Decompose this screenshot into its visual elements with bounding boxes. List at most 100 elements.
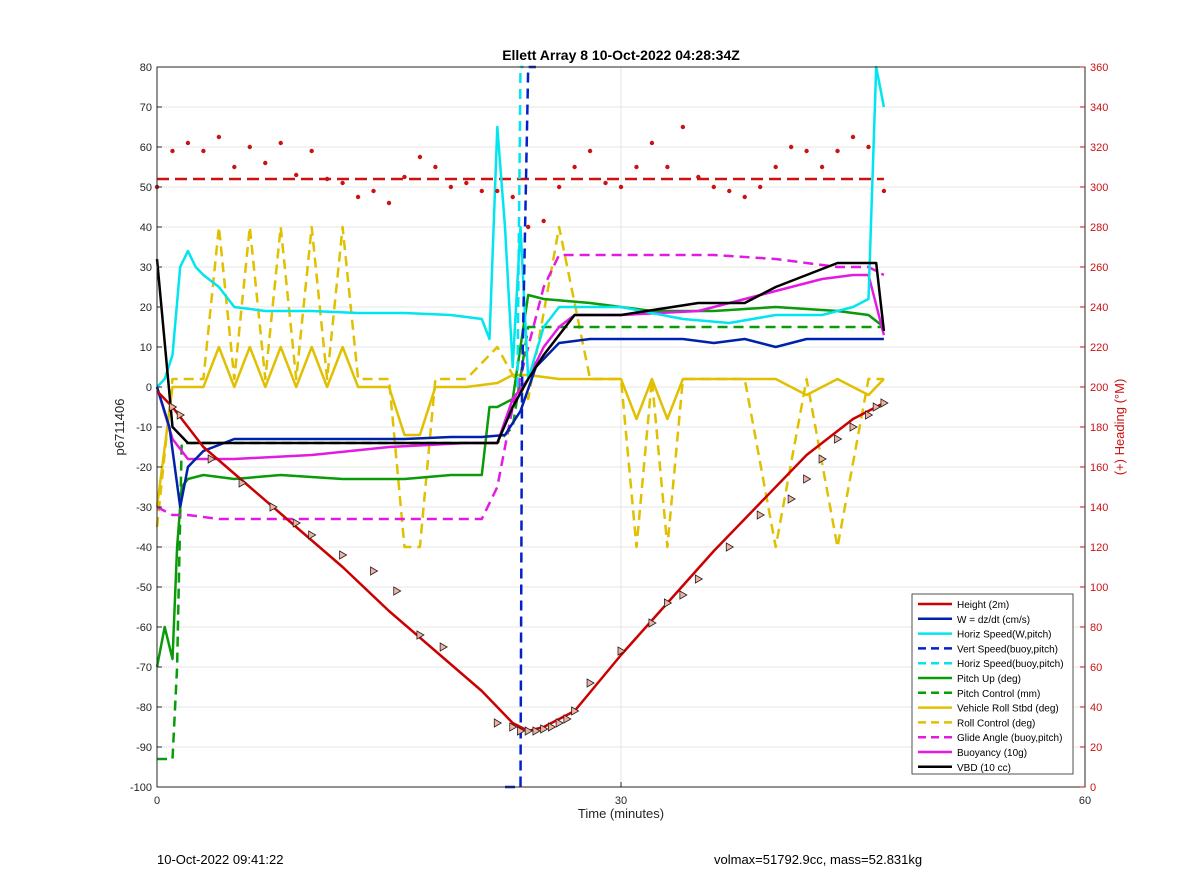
height-marker (393, 586, 402, 596)
height-marker (548, 722, 557, 732)
series-line-8 (155, 225, 884, 549)
heading-point (541, 218, 546, 224)
height-marker (834, 434, 843, 444)
legend-box (911, 593, 1074, 775)
heading-point (649, 140, 655, 146)
y2-tick-label: 20 (1090, 742, 1102, 754)
y2-tick-label: 60 (1090, 662, 1102, 674)
legend-label: Height (2m) (957, 600, 1009, 611)
heading-point (788, 144, 794, 150)
heading-point (247, 144, 252, 150)
height-marker (865, 410, 874, 420)
heading-point (603, 180, 608, 186)
y2-axis-label: (+) Heading (°M) (1112, 379, 1127, 476)
height-marker (269, 502, 278, 512)
y2-tick-label: 280 (1090, 222, 1108, 234)
heading-point (402, 174, 407, 180)
heading-point (464, 180, 469, 186)
series-line-0 (156, 390, 885, 733)
heading-point (881, 188, 887, 194)
axes: 80706050403020100-10-20-30-40-50-60-70-8… (130, 62, 1108, 807)
y-tick-label: 30 (140, 262, 152, 274)
heading-point (850, 134, 856, 140)
footer-volmax-mass: volmax=51792.9cc, mass=52.831kg (714, 852, 923, 867)
height-marker (176, 410, 186, 420)
height-marker (880, 398, 889, 408)
series-line-10 (155, 273, 886, 461)
height-marker (563, 714, 572, 724)
y-tick-label: -70 (136, 662, 152, 674)
y2-tick-label: 360 (1090, 62, 1108, 74)
y2-tick-label: 80 (1090, 622, 1102, 634)
heading-point (340, 180, 345, 186)
legend-label: Horiz Speed(buoy,pitch) (957, 659, 1064, 670)
height-marker (238, 478, 247, 488)
heading-point (324, 176, 330, 182)
footer-timestamp: 10-Oct-2022 09:41:22 (157, 852, 284, 867)
height-marker (292, 518, 302, 528)
heading-point (819, 164, 825, 170)
heading-point (587, 148, 593, 154)
y-tick-label: -50 (136, 582, 152, 594)
y-tick-label: 50 (140, 182, 152, 194)
heading-point (216, 134, 222, 140)
heading-point (866, 144, 871, 150)
legend-label: Vehicle Roll Stbd (deg) (957, 704, 1059, 715)
heading-point (386, 200, 392, 206)
y-tick-label: -60 (136, 622, 152, 634)
heading-point (355, 194, 361, 200)
x-axis-label: Time (minutes) (578, 806, 664, 821)
legend-label: Horiz Speed(W,pitch) (957, 630, 1051, 641)
y-tick-label: 60 (140, 142, 152, 154)
heading-point (758, 184, 763, 190)
height-marker (169, 402, 178, 412)
heading-point (680, 124, 686, 130)
height-marker (370, 566, 379, 576)
y2-tick-label: 320 (1090, 142, 1108, 154)
height-marker (555, 718, 564, 728)
height-marker (509, 722, 518, 732)
heading-point (185, 140, 191, 146)
legend: Height (2m) W = dz/dt (cm/s) Horiz Speed(W… (911, 593, 1074, 775)
y2-tick-label: 160 (1090, 462, 1108, 474)
heading-point (417, 154, 423, 160)
height-marker (818, 454, 827, 464)
heading-point (556, 184, 562, 190)
height-marker (532, 726, 541, 736)
y2-tick-label: 200 (1090, 382, 1108, 394)
heading-point (170, 148, 175, 154)
y-tick-label: 0 (146, 382, 152, 394)
y2-tick-label: 180 (1090, 422, 1108, 434)
y-tick-label: -80 (136, 702, 152, 714)
heading-point (263, 160, 268, 166)
y-tick-label: -20 (136, 462, 152, 474)
legend-label: Vert Speed(buoy,pitch) (957, 644, 1058, 655)
height-marker (416, 630, 425, 640)
heading-point (696, 174, 701, 180)
legend-label: W = dz/dt (cm/s) (957, 615, 1030, 626)
y2-tick-label: 340 (1090, 102, 1108, 114)
heading-point (232, 164, 237, 170)
legend-label: Glide Angle (buoy,pitch) (957, 733, 1062, 744)
height-marker (787, 494, 796, 504)
legend-label: Buoyancy (10g) (957, 748, 1027, 759)
height-marker (517, 726, 526, 736)
heading-point (448, 184, 454, 190)
y-tick-label: 70 (140, 102, 152, 114)
heading-point (804, 148, 809, 154)
series-line-1 (155, 337, 884, 509)
height-marker (540, 724, 549, 734)
y-tick-label: 10 (140, 342, 152, 354)
series-line-5 (155, 293, 885, 668)
height-marker (694, 574, 704, 584)
y2-tick-label: 0 (1090, 782, 1096, 794)
heading-point (665, 164, 670, 170)
y2-tick-label: 220 (1090, 342, 1108, 354)
height-marker (664, 598, 673, 608)
legend-label: Roll Control (deg) (957, 718, 1035, 729)
heading-point (835, 148, 840, 154)
height-marker (308, 530, 317, 540)
y2-tick-label: 260 (1090, 262, 1108, 274)
y-tick-label: 20 (140, 302, 152, 314)
